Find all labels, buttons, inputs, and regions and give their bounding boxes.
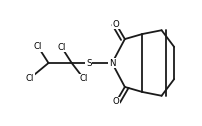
Text: Cl: Cl <box>57 43 66 52</box>
Text: Cl: Cl <box>80 74 88 83</box>
Text: O: O <box>113 20 120 29</box>
Text: Cl: Cl <box>34 42 42 51</box>
Text: N: N <box>109 58 115 68</box>
Text: S: S <box>86 58 92 68</box>
Text: Cl: Cl <box>26 74 34 83</box>
Text: O: O <box>113 97 120 106</box>
